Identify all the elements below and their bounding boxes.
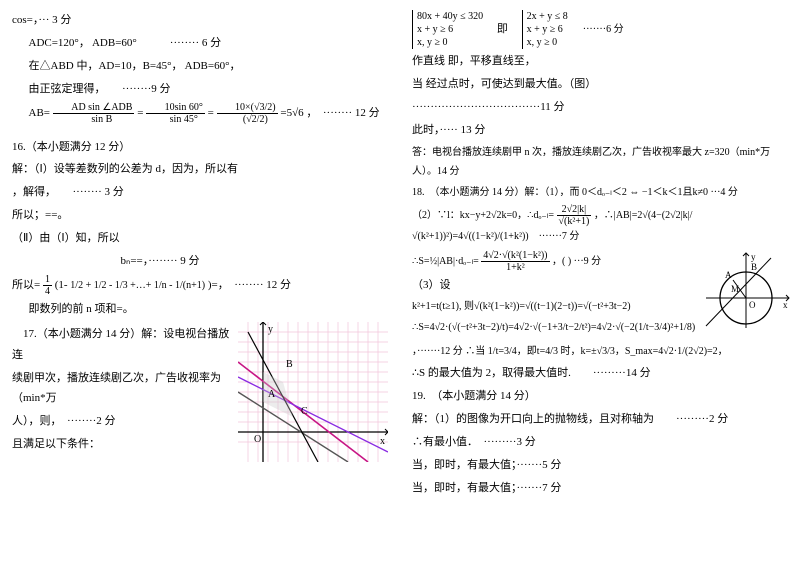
left-column: cos=，··· 3 分 ADC=120°， ADB=60° ········ … <box>0 0 400 565</box>
text-line: ∴S=4√2·(√(−t²+3t−2)/t)=4√2·√(−1+3/t−2/t²… <box>412 318 695 337</box>
svg-text:M: M <box>731 284 739 294</box>
brace-right: 2x + y ≤ 8 x + y ≥ 6 ·······6 分 x, y ≥ 0 <box>522 10 624 49</box>
text-line: k²+1=t(t≥1), 则√(k²(1−k²))=√((t−1)(2−t))=… <box>412 297 695 316</box>
text-line: 解：（Ⅰ）设等差数列的公差为 d，因为，所以有 <box>12 159 388 180</box>
text-line: ···································11 分 <box>412 97 788 118</box>
system-eq: 80x + 40y ≤ 320 x + y ≥ 6 x, y ≥ 0 即 2x … <box>412 10 788 49</box>
svg-text:O: O <box>254 434 261 445</box>
text-line: （3）设 <box>412 275 695 296</box>
sum-line: 所以= 1 4 (1- 1/2 + 1/2 - 1/3 +…+ 1/n - 1/… <box>12 274 388 297</box>
text-line: 此时，····· 13 分 <box>412 120 788 141</box>
svg-text:B: B <box>751 262 757 272</box>
eq-prefix: AB= <box>29 107 50 119</box>
text-line: ，解得， ········ 3 分 <box>12 182 388 203</box>
text-line: 当 经过点时，可使达到最大值。（图） <box>412 74 788 95</box>
fraction: 10sin 60° sin 45° <box>146 102 205 125</box>
text-line: ，·······12 分 ∴当 1/t=3/4，即t=4/3 时，k=±√3/3… <box>412 342 788 361</box>
svg-text:y: y <box>751 252 756 262</box>
svg-text:y: y <box>268 324 273 335</box>
chart-svg: B A C O x y <box>238 322 388 462</box>
text-line: 在△ABD 中，AD=10，B=45°， ADB=60°， <box>12 56 388 77</box>
text-line: 答：电视台播放连续剧甲 n 次，播放连续剧乙次，广告收视率最大 z=320（mi… <box>412 143 788 181</box>
q18-heading: 18. （本小题满分 14 分）解：（1），而 0＜dₒ₋ₗ＜2 ⇔ −1＜k＜… <box>412 183 788 202</box>
text-line: ∴S 的最大值为 2，取得最大值时. ·········14 分 <box>412 363 788 384</box>
svg-text:A: A <box>268 389 276 400</box>
text-line: 由正弦定理得， ········9 分 <box>12 79 388 100</box>
text-line: （Ⅱ）由（Ⅰ）知，所以 <box>12 228 388 249</box>
fraction: 1 4 <box>43 274 52 297</box>
q18-body: ∴S=½|AB|·dₒ₋ₗ= 4√2·√(k²(1−k²)) 1+k² ，( )… <box>412 248 695 340</box>
svg-text:A: A <box>725 270 732 280</box>
text-line: 当，即时，有最大值；·······7 分 <box>412 478 788 499</box>
spacer <box>12 127 388 135</box>
circle-svg: A B M O x y <box>701 248 791 333</box>
right-column: 80x + 40y ≤ 320 x + y ≥ 6 x, y ≥ 0 即 2x … <box>400 0 800 565</box>
svg-text:x: x <box>380 436 385 447</box>
equation-ab: AB= AD sin ∠ADB sin B = 10sin 60° sin 45… <box>12 102 388 125</box>
q17-text: 17.（本小题满分 14 分）解：设电视台播放连 续剧甲次，播放连续剧乙次，广告… <box>12 322 232 457</box>
svg-text:O: O <box>749 300 756 310</box>
text-line: 所以；==。 <box>12 205 388 226</box>
text-line: cos=，··· 3 分 <box>12 10 388 31</box>
fraction: 10×(√3/2) (√2/2) <box>217 102 278 125</box>
q19-heading: 19. （本小题满分 14 分） <box>412 386 788 407</box>
text-line: 当，即时，有最大值；·······5 分 <box>412 455 788 476</box>
brace-left: 80x + 40y ≤ 320 x + y ≥ 6 x, y ≥ 0 <box>412 10 483 49</box>
fraction: AD sin ∠ADB sin B <box>53 102 135 125</box>
feasible-region-chart: B A C O x y <box>238 322 388 470</box>
text-line: ADC=120°， ADB=60° ········ 6 分 <box>12 33 388 54</box>
circle-diagram: A B M O x y <box>701 248 791 341</box>
text-line: 作直线 即，平移直线至， <box>412 51 788 72</box>
svg-text:x: x <box>783 300 788 310</box>
text-line: bₙ==，········ 9 分 <box>12 251 388 272</box>
svg-text:C: C <box>301 406 308 417</box>
q18-S: ∴S=½|AB|·dₒ₋ₗ= 4√2·√(k²(1−k²)) 1+k² ，( )… <box>412 250 695 273</box>
text-line: 解：（1）的图像为开口向上的抛物线，且对称轴为 ·········2 分 <box>412 409 788 430</box>
svg-text:B: B <box>286 359 293 370</box>
q16-heading: 16.（本小题满分 12 分） <box>12 137 388 158</box>
eq-result: =5√6 ， ········ 12 分 <box>280 107 379 119</box>
text-line: 即数列的前 n 项和=。 <box>12 299 388 320</box>
q18-part2: （2）∵l：kx−y+2√2k=0，∴dₒ₋ₗ= 2√2|k| √(k²+1) … <box>412 204 788 246</box>
text-line: ∴有最小值． ·········3 分 <box>412 432 788 453</box>
